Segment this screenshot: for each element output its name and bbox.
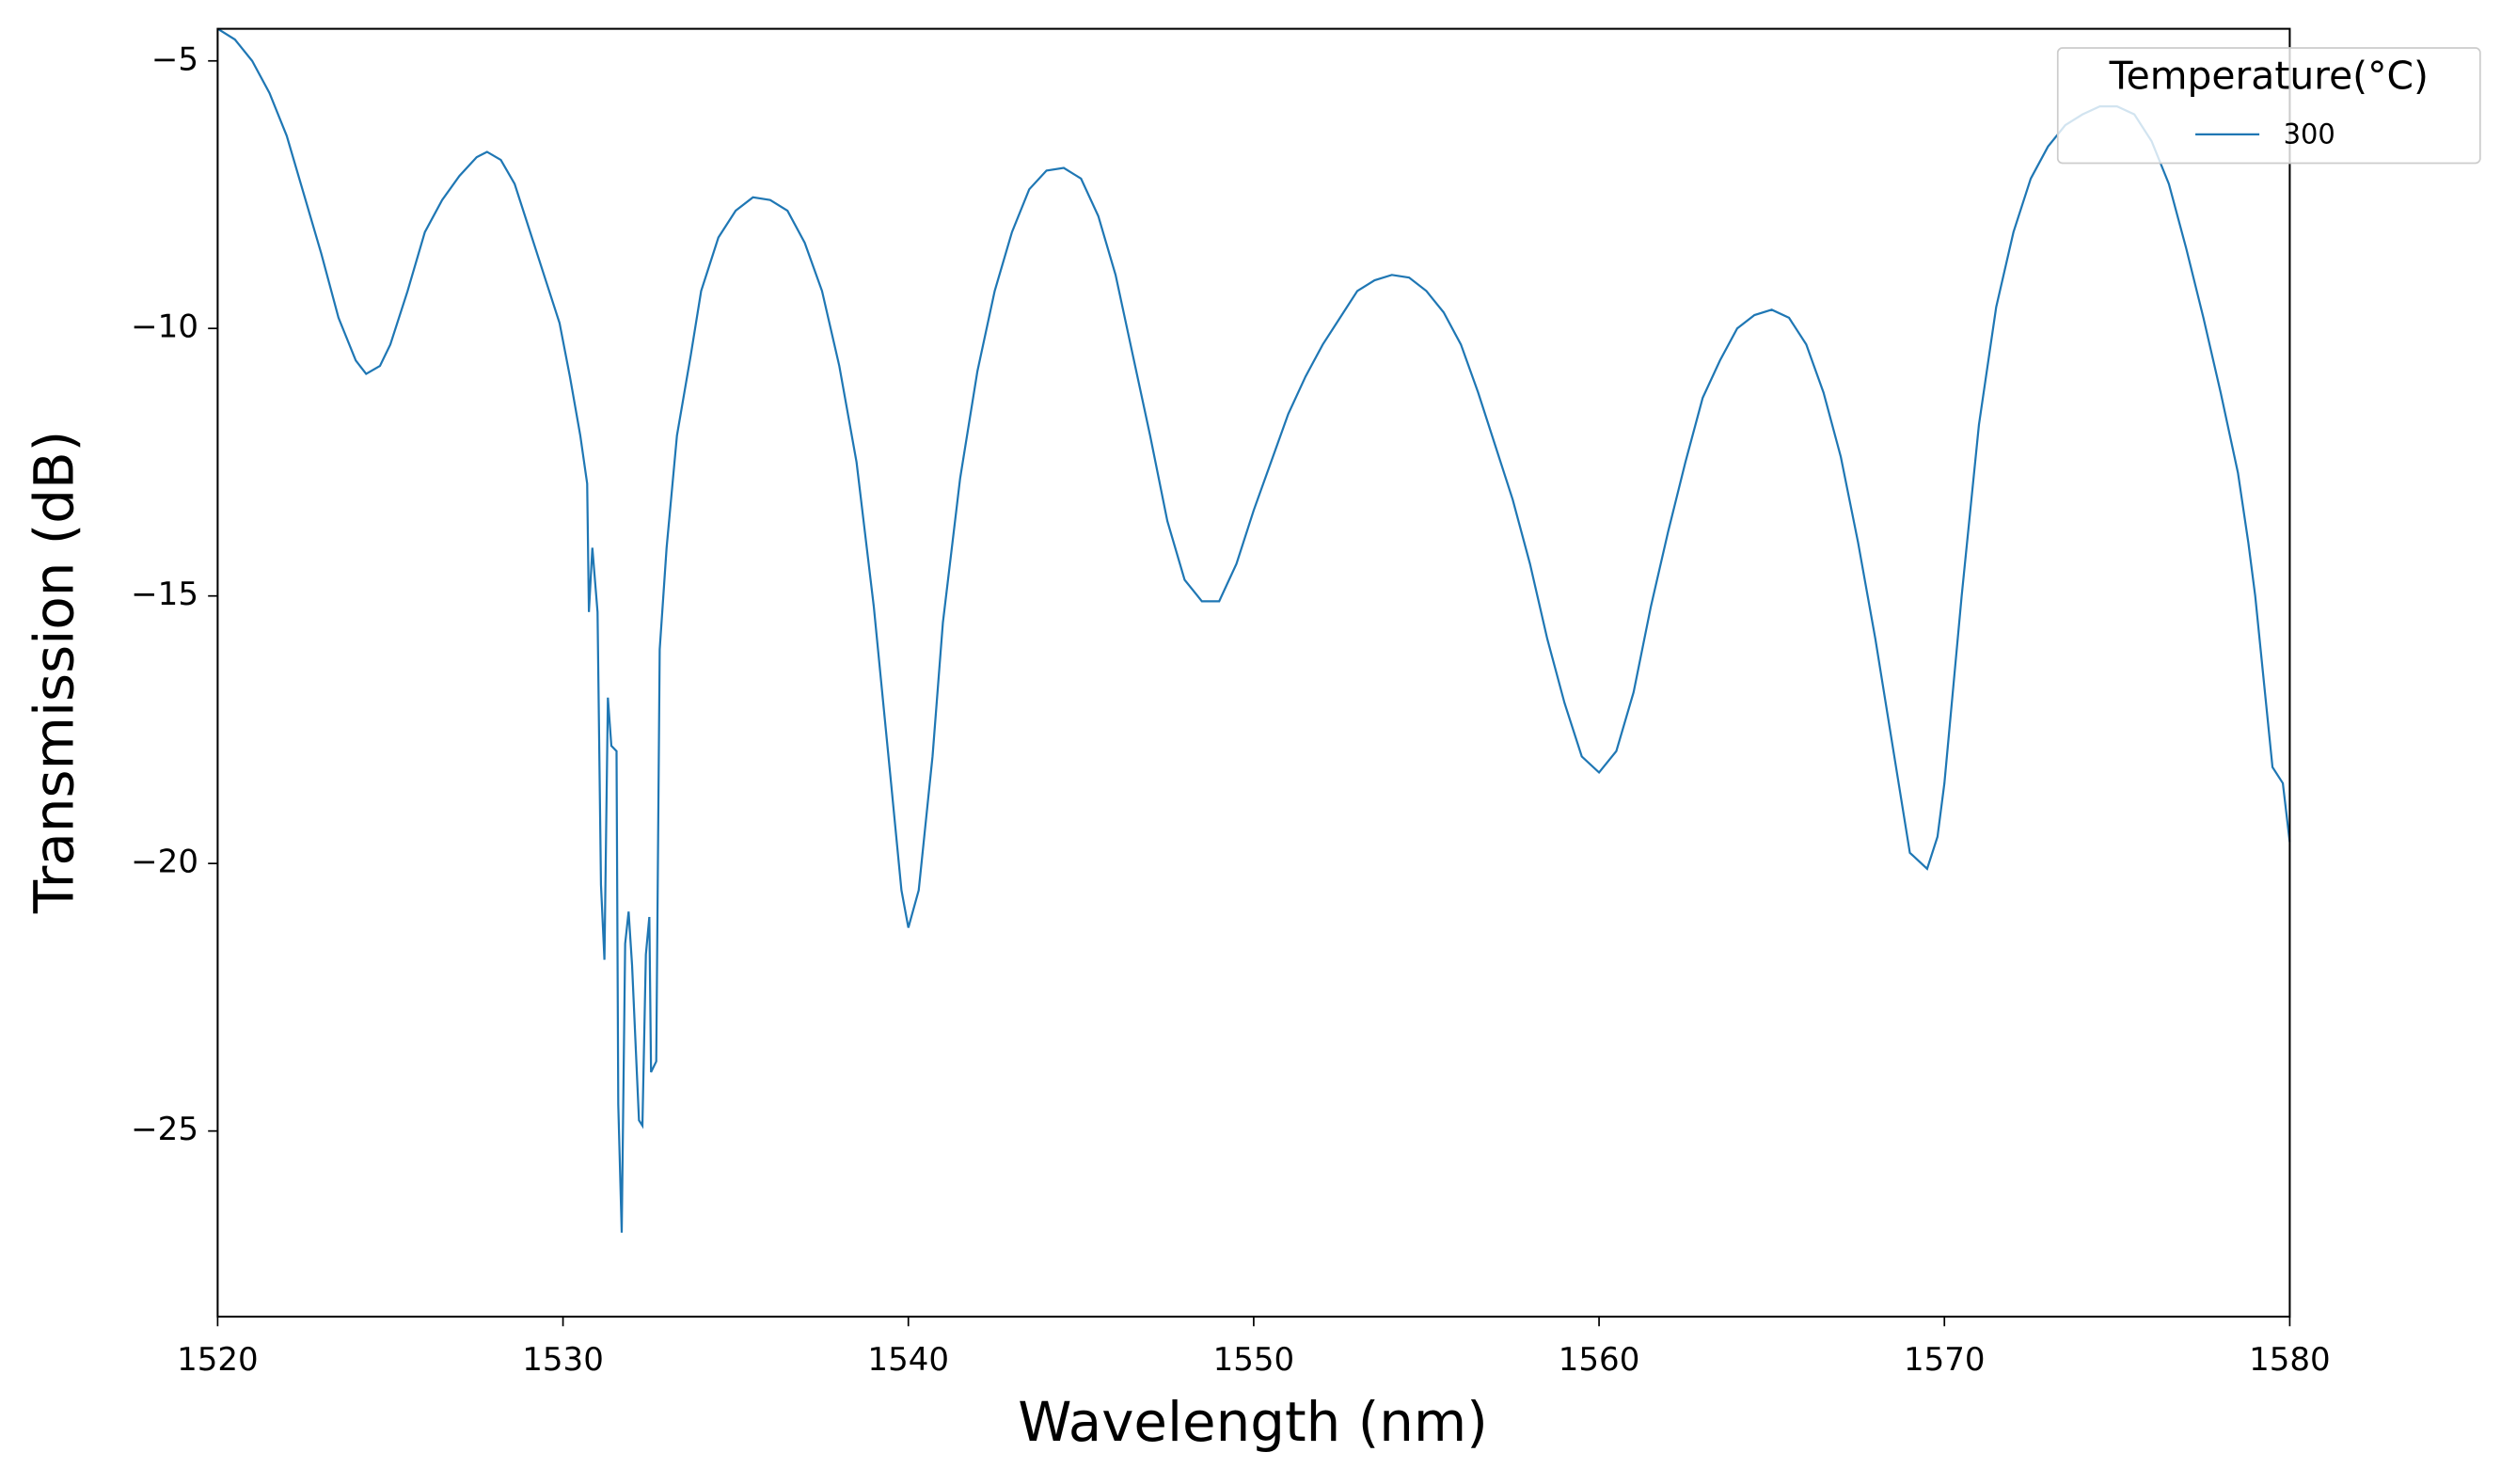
x-axis-label: Wavelength (nm)	[1018, 1390, 1488, 1454]
legend-box	[2056, 47, 2481, 165]
legend-title: Temperature(°C)	[2109, 53, 2429, 98]
plot-frame	[216, 27, 2291, 1318]
y-tick-label: −15	[131, 576, 198, 613]
x-tick-label: 1570	[1904, 1341, 1986, 1379]
line-series	[216, 27, 2291, 1233]
y-axis-label: Transmission (dB)	[22, 431, 86, 914]
x-tick-label: 1520	[177, 1341, 259, 1379]
x-tick-label: 1580	[2249, 1341, 2331, 1379]
x-tick-label: 1530	[522, 1341, 604, 1379]
x-tick-label: 1540	[867, 1341, 949, 1379]
legend-label: 300	[2284, 118, 2335, 150]
x-tick-label: 1550	[1213, 1341, 1295, 1379]
y-tick-label: −25	[131, 1111, 198, 1148]
legend: Temperature(°C) 300	[2056, 47, 2481, 165]
y-tick-label: −20	[131, 844, 198, 881]
y-tick-label: −10	[131, 308, 198, 346]
y-tick-label: −5	[151, 40, 198, 78]
x-tick-label: 1560	[1559, 1341, 1640, 1379]
